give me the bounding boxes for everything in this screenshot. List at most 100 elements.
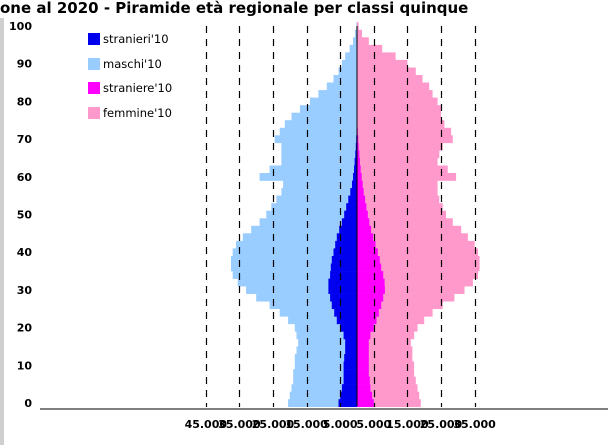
- bar-maschi10-age-64: [281, 157, 357, 166]
- bar-maschi10-age-28: [256, 293, 357, 302]
- bar-straniere10-age-24: [357, 308, 379, 317]
- bar-straniere10-age-6: [357, 376, 370, 385]
- bar-stranieri10-age-40: [333, 248, 357, 257]
- bar-femmine10-age-84: [357, 82, 430, 91]
- bar-maschi10-age-80: [310, 97, 357, 106]
- bar-femmine10-age-74: [357, 120, 445, 129]
- bar-maschi10-age-72: [279, 127, 357, 136]
- bar-femmine10-age-58: [357, 180, 438, 189]
- bar-straniere10-age-52: [357, 203, 367, 212]
- bar-femmine10-age-68: [357, 142, 443, 151]
- bar-stranieri10-age-12: [344, 354, 357, 362]
- legend-swatch: [88, 33, 100, 46]
- bar-stranieri10-age-68: [355, 142, 357, 151]
- bar-straniere10-age-0: [357, 399, 374, 408]
- legend-label: maschi'10: [103, 56, 162, 71]
- bar-maschi10-age-34: [232, 271, 357, 279]
- bar-stranieri10-age-30: [328, 286, 357, 294]
- bar-maschi10-age-26: [269, 301, 357, 310]
- legend-label: femmine'10: [103, 105, 172, 120]
- bar-maschi10-age-20: [294, 323, 357, 332]
- bar-maschi10-age-90: [341, 59, 357, 68]
- bar-stranieri10-age-34: [330, 271, 357, 279]
- x-tick-label--15000: 15.000: [285, 418, 328, 431]
- y-tick-label-0: 0: [24, 397, 32, 410]
- bar-maschi10-age-68: [281, 142, 357, 151]
- bar-maschi10-age-66: [281, 150, 357, 159]
- bar-maschi10-age-18: [296, 331, 357, 340]
- bar-femmine10-age-26: [357, 301, 443, 310]
- legend-swatch: [88, 82, 100, 95]
- bar-stranieri10-age-42: [335, 240, 357, 249]
- bar-femmine10-age-30: [357, 286, 465, 294]
- bar-stranieri10-age-8: [343, 369, 357, 377]
- bar-maschi10-age-96: [353, 37, 357, 46]
- bar-maschi10-age-78: [299, 105, 357, 114]
- bar-maschi10-age-40: [232, 248, 357, 257]
- bar-stranieri10-age-46: [339, 225, 357, 234]
- bar-maschi10-age-70: [274, 135, 357, 144]
- bar-straniere10-age-64: [357, 157, 360, 166]
- bar-straniere10-age-16: [357, 338, 369, 347]
- x-tick-label--35000: 35.000: [218, 418, 261, 431]
- bar-maschi10-age-6: [293, 376, 357, 385]
- legend-label: straniere'10: [103, 81, 173, 96]
- bar-femmine10-age-98: [357, 29, 362, 38]
- bar-femmine10-age-96: [357, 37, 369, 46]
- bar-stranieri10-age-32: [328, 278, 357, 287]
- bar-maschi10-age-38: [231, 256, 357, 264]
- bar-straniere10-age-68: [357, 142, 359, 151]
- y-tick-label-20: 20: [17, 322, 33, 335]
- legend-item: femmine'10: [88, 101, 172, 126]
- bar-maschi10-age-36: [231, 263, 357, 272]
- bar-maschi10-age-54: [276, 195, 357, 204]
- bar-maschi10-age-58: [283, 180, 357, 189]
- frame-border: [0, 18, 4, 445]
- bar-stranieri10-age-64: [354, 157, 357, 166]
- bar-femmine10-age-94: [357, 44, 383, 53]
- bar-femmine10-age-34: [357, 271, 478, 279]
- bar-femmine10-age-10: [357, 361, 415, 370]
- bar-femmine10-age-8: [357, 369, 415, 377]
- bar-femmine10-age-40: [357, 248, 478, 257]
- bar-maschi10-age-60: [259, 173, 357, 181]
- bar-straniere10-age-14: [357, 346, 369, 355]
- bar-femmine10-age-2: [357, 391, 420, 400]
- bar-femmine10-age-88: [357, 67, 416, 76]
- bar-maschi10-age-82: [318, 90, 357, 98]
- bar-straniere10-age-42: [357, 240, 376, 249]
- bar-maschi10-age-50: [266, 210, 357, 219]
- legend-item: straniere'10: [88, 76, 172, 101]
- bar-stranieri10-age-4: [341, 384, 357, 393]
- bar-maschi10-age-94: [349, 44, 357, 53]
- bar-straniere10-age-26: [357, 301, 382, 310]
- bar-straniere10-age-48: [357, 218, 370, 227]
- bar-femmine10-age-0: [357, 399, 421, 408]
- bar-maschi10-age-98: [355, 29, 357, 38]
- bar-straniere10-age-30: [357, 286, 385, 294]
- bar-maschi10-age-56: [281, 188, 357, 196]
- bar-maschi10-age-86: [333, 75, 357, 83]
- bar-stranieri10-age-48: [341, 218, 357, 227]
- bar-straniere10-age-8: [357, 369, 369, 377]
- bar-maschi10-age-30: [246, 286, 357, 294]
- x-tick-label-35000: 35.000: [453, 418, 496, 431]
- bar-maschi10-age-52: [271, 203, 357, 212]
- bar-stranieri10-age-58: [352, 180, 357, 189]
- bar-maschi10-age-22: [288, 316, 357, 325]
- bar-femmine10-age-18: [357, 331, 415, 340]
- x-tick-label--45000: 45.000: [185, 418, 228, 431]
- legend-swatch: [88, 106, 100, 119]
- x-tick-label-15000: 15.000: [386, 418, 429, 431]
- bar-femmine10-age-4: [357, 384, 418, 393]
- bar-femmine10-age-80: [357, 97, 438, 106]
- bar-femmine10-age-76: [357, 112, 441, 121]
- x-tick-label-5000: 5.000: [356, 418, 391, 431]
- bar-femmine10-age-46: [357, 225, 462, 234]
- legend-label: stranieri'10: [103, 32, 169, 47]
- bar-stranieri10-age-60: [353, 173, 357, 181]
- bar-femmine10-age-64: [357, 157, 438, 166]
- bar-straniere10-age-18: [357, 331, 371, 340]
- bar-straniere10-age-62: [357, 165, 361, 174]
